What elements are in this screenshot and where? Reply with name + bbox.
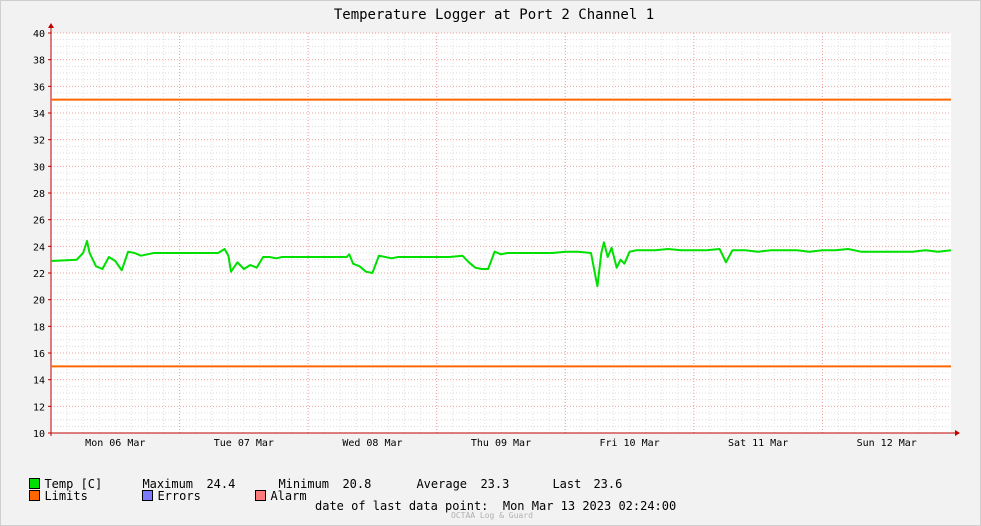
y-tick-label: 28 — [33, 189, 45, 200]
y-tick-label: 36 — [33, 82, 45, 93]
errors-swatch — [142, 490, 154, 501]
x-tick-label: Mon 06 Mar — [85, 438, 145, 449]
legend-average-label: Average — [416, 477, 468, 491]
y-tick-label: 22 — [33, 269, 45, 280]
y-tick-label: 24 — [33, 242, 45, 253]
x-tick-label: Fri 10 Mar — [599, 438, 659, 449]
legend-row-2: Limits Errors Alarm — [15, 475, 307, 503]
chart-title: Temperature Logger at Port 2 Channel 1 — [334, 7, 654, 23]
last-data-point: date of last data point: Mon Mar 13 2023… — [315, 499, 676, 513]
y-tick-label: 20 — [33, 296, 45, 307]
legend-errors-label: Errors — [157, 489, 201, 503]
last-data-point-label: date of last data point: — [315, 499, 489, 513]
temp-swatch — [29, 478, 41, 489]
temperature-series-line — [50, 240, 952, 288]
y-tick-label: 12 — [33, 402, 45, 413]
alarm-swatch — [255, 490, 267, 501]
y-tick-label: 32 — [33, 136, 45, 147]
last-data-point-value: Mon Mar 13 2023 02:24:00 — [502, 499, 677, 513]
legend-minimum-label: Minimum — [278, 477, 330, 491]
y-tick-label: 26 — [33, 216, 45, 227]
x-axis-arrow — [955, 430, 960, 436]
y-tick-label: 16 — [33, 349, 45, 360]
legend-minimum-value: 20.8 — [342, 477, 372, 491]
legend-row-1: Temp [C] Maximum 24.4 Minimum 20.8 Average 23.… — [15, 463, 622, 491]
y-tick-label: 34 — [33, 109, 45, 120]
y-tick-label: 40 — [33, 29, 45, 40]
legend-maximum-label: Maximum — [142, 477, 194, 491]
y-tick-label: 30 — [33, 162, 45, 173]
legend-temp-label: Temp [C] — [44, 477, 103, 491]
watermark: OCTAA Log & Guard — [451, 511, 533, 520]
x-tick-label: Sun 12 Mar — [857, 438, 917, 449]
legend-last-label: Last — [552, 477, 582, 491]
limits-swatch — [29, 490, 41, 501]
legend-alarm-label: Alarm — [270, 489, 307, 503]
legend-limits-label: Limits — [44, 489, 88, 503]
legend-average-value: 23.3 — [480, 477, 510, 491]
x-tick-label: Sat 11 Mar — [728, 438, 788, 449]
y-axis-arrow — [48, 23, 54, 28]
y-tick-label: 18 — [33, 322, 45, 333]
x-tick-label: Tue 07 Mar — [214, 438, 274, 449]
legend-last-value: 23.6 — [593, 477, 623, 491]
x-tick-label: Wed 08 Mar — [342, 438, 402, 449]
y-tick-label: 10 — [33, 429, 45, 440]
y-tick-label: 38 — [33, 56, 45, 67]
x-tick-label: Thu 09 Mar — [471, 438, 531, 449]
legend-maximum-value: 24.4 — [206, 477, 236, 491]
y-tick-label: 14 — [33, 376, 45, 387]
